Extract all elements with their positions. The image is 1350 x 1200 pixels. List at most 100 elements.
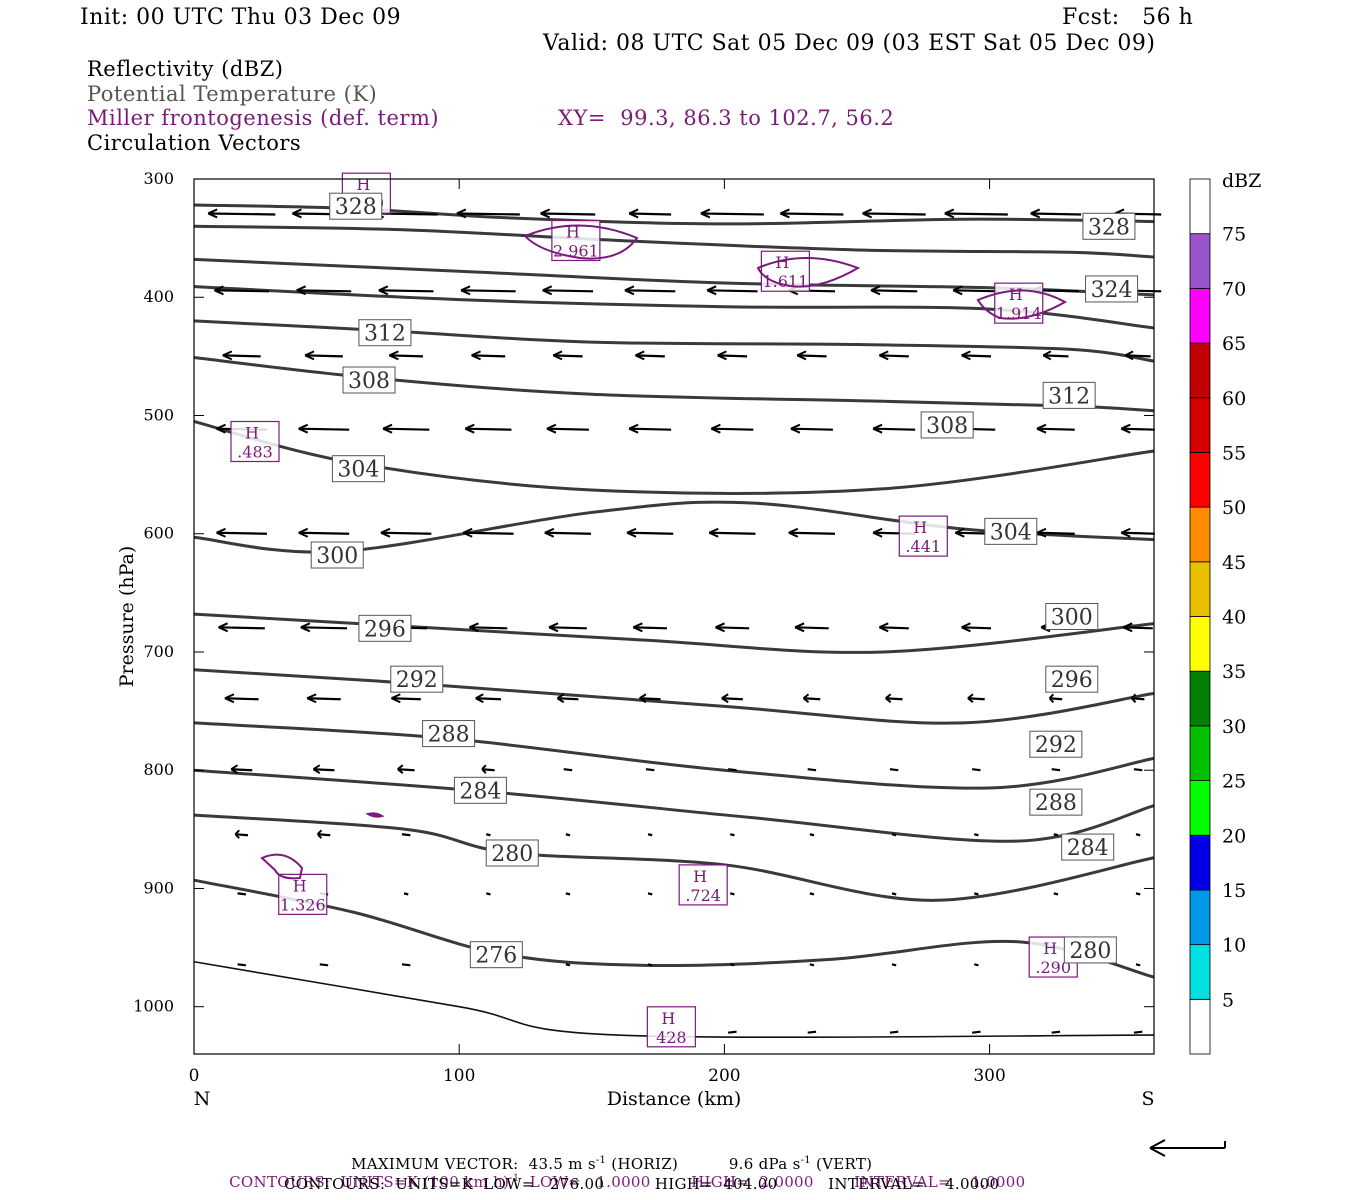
circulation-vector (729, 963, 735, 967)
circulation-vector (460, 285, 516, 296)
field-theta: Potential Temperature (K) (87, 82, 378, 106)
vector-head (1122, 622, 1133, 633)
vector-shaft (889, 1030, 899, 1034)
theta-contour-284 (193, 768, 1155, 843)
contour-label-box (453, 776, 507, 804)
fronto-contour (523, 224, 639, 260)
vector-shaft (700, 212, 764, 216)
circulation-vector (632, 622, 667, 633)
field-xy: XY= 99.3, 86.3 to 102.7, 56.2 (558, 106, 895, 130)
field-reflectivity: Reflectivity (dBZ) (87, 57, 284, 81)
vector-shaft (629, 212, 672, 216)
contour-label-box (390, 665, 444, 693)
circulation-vector (1036, 423, 1075, 434)
vector-shaft (557, 697, 579, 701)
vector-shaft (546, 427, 589, 431)
circulation-vector (1030, 208, 1082, 219)
contour-label-312: 312 (1042, 381, 1096, 409)
vector-head (462, 527, 473, 538)
vector-shaft (717, 354, 748, 358)
circulation-vector (889, 1030, 899, 1034)
frontogenesis-h: H (775, 253, 789, 272)
contour-label-text: 284 (1067, 836, 1109, 861)
contour-label-box (485, 839, 539, 867)
vector-head (475, 693, 484, 704)
vector-shaft (873, 427, 916, 431)
contour-label-text: 304 (337, 458, 379, 483)
vector-head (802, 693, 810, 704)
circulation-vector (298, 527, 350, 538)
contour-label-box (469, 941, 523, 969)
colorbar-swatch (1189, 998, 1211, 1055)
vector-shaft (809, 892, 815, 896)
vector-shaft (647, 892, 653, 896)
colorbar-level-label: 55 (1222, 442, 1246, 464)
colorbar-level-label: 70 (1222, 278, 1246, 300)
circulation-vector (628, 423, 672, 434)
vector-shaft (383, 427, 430, 431)
vector-head (954, 527, 965, 538)
vector-head (1030, 208, 1041, 219)
contour-label-284: 284 (1061, 833, 1115, 861)
vector-head (628, 208, 639, 219)
circulation-vector (565, 892, 571, 896)
vector-head (1125, 350, 1134, 361)
circulation-vector (378, 285, 434, 296)
vector-head (298, 527, 309, 538)
vector-head (885, 693, 892, 704)
vector-head (292, 208, 302, 219)
vector-shaft (544, 531, 592, 535)
vector-shaft (961, 354, 992, 358)
circulation-vector (878, 622, 909, 633)
circulation-vector (639, 693, 661, 704)
vector-shaft (475, 697, 502, 701)
theta-contour-288 (193, 721, 1155, 790)
colorbar-swatch (1189, 670, 1211, 727)
circulation-vector (645, 768, 655, 772)
contour-label-288: 288 (1029, 788, 1083, 816)
vector-shaft (729, 833, 735, 837)
vector-head (1036, 423, 1047, 434)
vector-shaft (803, 697, 821, 701)
vector-shaft (1051, 768, 1061, 772)
vector-head (872, 527, 883, 538)
circulation-vector (870, 285, 918, 296)
circulation-vector (628, 208, 672, 219)
theta-contours-info: CONTOURS: UNITS=K LOW= 276.00 HIGH= 404.… (284, 1175, 1000, 1193)
vector-head (794, 622, 805, 633)
theta-contour-308 (193, 356, 1155, 413)
contour-label-box (1045, 603, 1099, 630)
vector-shaft (729, 892, 735, 896)
circulation-vector (971, 1030, 981, 1034)
vector-shaft (891, 833, 897, 837)
vector-shaft (627, 531, 674, 535)
circulation-vector (647, 892, 653, 896)
x-axis-title: Distance (km) (607, 1088, 742, 1110)
contour-label-text: 308 (926, 414, 968, 439)
colorbar-swatch (1189, 397, 1211, 453)
vector-shaft (647, 833, 653, 837)
vector-shaft (216, 531, 267, 535)
vector-head (218, 622, 229, 633)
colorbar-swatch (1189, 233, 1211, 289)
vector-head (628, 423, 639, 434)
vector-head (542, 285, 553, 296)
circulation-vector (207, 208, 276, 219)
vector-shaft (296, 289, 352, 293)
contour-label-box (331, 455, 385, 483)
circulation-vector (794, 622, 829, 633)
theta-contour-296 (193, 612, 1155, 654)
vector-head (471, 350, 481, 361)
vector-head (397, 764, 404, 774)
contour-label-box (1085, 275, 1139, 303)
circulation-vector (456, 208, 520, 219)
frontogenesis-h: H (356, 175, 370, 194)
vector-shaft (471, 354, 506, 358)
vector-head (721, 693, 729, 704)
contour-label-text: 324 (1091, 278, 1133, 303)
circulation-vector (391, 693, 421, 704)
contour-label-312: 312 (358, 319, 412, 347)
frontogenesis-max: H.290 (1028, 936, 1078, 978)
